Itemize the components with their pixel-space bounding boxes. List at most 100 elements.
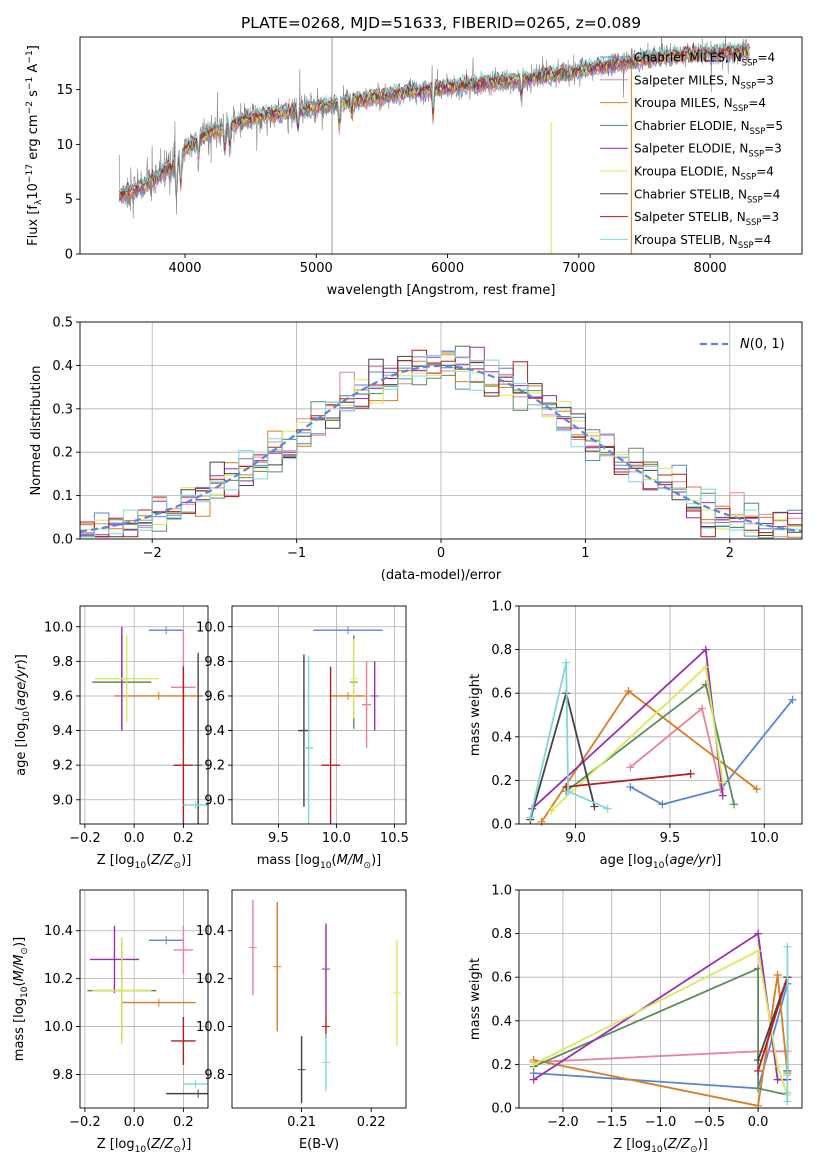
axes-frame [79,605,209,825]
x-tick-label: −1.0 [645,1115,677,1130]
y-tick-label: 0.8 [491,927,512,942]
y-axis-label: mass [log10(M/M⊙)] [12,937,30,1061]
plus-marker [718,791,727,800]
legend-entry: Chabrier ELODIE, NSSP=5 [634,119,783,136]
x-tick-label: 6000 [431,261,464,276]
legend-entry: Salpeter ELODIE, NSSP=3 [634,142,782,159]
plus-marker [701,645,710,654]
error-bar-point [171,1016,196,1065]
error-bar-point [114,691,204,700]
weight_vs_Z-panel: −2.0 −1.5 −1.0 −0.5 0.0 0.0 0.2 0.4 0.6 0.8 1.0 Z [… [468,884,803,1155]
x-tick-label: 9.5 [660,831,681,846]
y-axis-label: Normed distribution [29,366,44,496]
y-tick-label: 0.4 [52,359,73,374]
plus-marker [783,1097,792,1106]
plus-marker [773,1075,782,1084]
error-bar-point [349,638,358,719]
y-tick-label: 0.0 [491,818,512,833]
error-bar-point [330,691,366,700]
x-tick-label: −2 [143,546,162,561]
plus-marker [718,778,727,787]
legend-entry: N(0, 1) [740,337,785,352]
plus-marker [754,929,763,938]
x-tick-label: −0.2 [69,1115,101,1130]
legend-entry: Chabrier STELIB, NSSP=4 [634,187,780,204]
x-axis-label: wavelength [Angstrom, rest frame] [327,283,556,298]
x-axis-label: E(B-V) [299,1137,339,1152]
plus-marker [529,1060,538,1069]
x-axis-label: Z [log10(Z/Z⊙)] [97,853,192,871]
weight-line [629,706,722,790]
y-tick-label: 9.2 [204,759,225,774]
x-tick-label: 0.0 [748,1115,769,1130]
x-tick-label: 0.2 [173,1115,194,1130]
plus-marker [603,804,612,813]
x-tick-label: 9.0 [565,831,586,846]
plus-marker [754,1084,763,1093]
plus-marker [547,806,556,815]
error-bar-point [248,899,257,996]
x-tick-label: −2.0 [547,1115,579,1130]
y-tick-label: 0.3 [52,402,73,417]
y-tick-label: 9.6 [52,689,73,704]
x-axis-label: Z [log10(Z/Z⊙)] [613,1137,708,1155]
y-tick-label: 0.4 [491,1014,512,1029]
y-tick-label: 0.5 [52,316,73,331]
plus-marker [624,687,633,696]
plus-marker [526,813,535,822]
y-axis-label: mass weight [468,958,483,1040]
chart-title: PLATE=0268, MJD=51633, FIBERID=0265, z=0… [241,14,641,32]
age_vs_Z-panel: −0.2 0.0 0.2 9.0 9.2 9.4 9.6 9.8 10.0 Z [log10(Z/… [14,605,209,871]
y-tick-label: 10.0 [196,620,225,635]
y-tick-label: 1.0 [491,600,512,615]
y-tick-label: 9.4 [204,724,225,739]
y-tick-label: 5 [65,193,73,208]
error-bar-point [273,901,282,1032]
x-tick-label: −1 [287,546,306,561]
residuals-panel: −2 −1 0 1 2 0.0 0.1 0.2 0.3 0.4 0.5 (data-model)/er… [29,316,803,583]
x-axis-label: age [log10(age/yr)] [600,853,722,871]
plus-marker [754,1066,763,1075]
x-tick-label: 0.0 [124,1115,145,1130]
model-fit-line [119,40,750,193]
y-tick-label: 0 [65,248,73,263]
legend-entry: Salpeter MILES, NSSP=3 [634,73,774,90]
normal-reference-curve [80,364,802,533]
error-bar-point [148,626,184,635]
error-bar-point [92,937,152,1044]
y-tick-label: 9.2 [52,759,73,774]
error-bar-point [392,940,401,1046]
y-tick-label: 10.0 [44,620,73,635]
x-tick-label: −0.5 [694,1115,726,1130]
plus-marker [783,1071,792,1080]
y-tick-label: 10 [56,138,73,153]
y-tick-label: 10.4 [196,924,225,939]
y-tick-label: 9.8 [52,1068,73,1083]
plus-marker [783,942,792,951]
y-tick-label: 9.8 [52,655,73,670]
x-axis-label: mass [log10(M/M⊙)] [257,853,381,871]
y-axis-label: age [log10(age/yr)] [14,654,32,776]
plus-marker [658,800,667,809]
error-bar-point [321,1033,330,1092]
x-tick-label: 9.5 [268,831,289,846]
error-bar-point [194,652,203,824]
histogram-step [80,350,802,538]
x-axis-label: (data-model)/error [381,568,502,583]
x-tick-label: 0.0 [124,831,145,846]
plus-marker [590,802,599,811]
error-bar-point [183,1080,208,1089]
y-tick-label: 1.0 [491,884,512,899]
x-tick-label: −1.5 [596,1115,628,1130]
weight-line [533,967,788,1096]
plus-marker [626,763,635,772]
x-tick-label: 0.2 [173,831,194,846]
x-tick-label: 0 [437,546,445,561]
y-tick-label: 10.2 [196,972,225,987]
weight-line [531,647,724,810]
axes-frame [231,889,407,1109]
error-bar-point [89,925,140,994]
error-bar-point [303,656,314,824]
